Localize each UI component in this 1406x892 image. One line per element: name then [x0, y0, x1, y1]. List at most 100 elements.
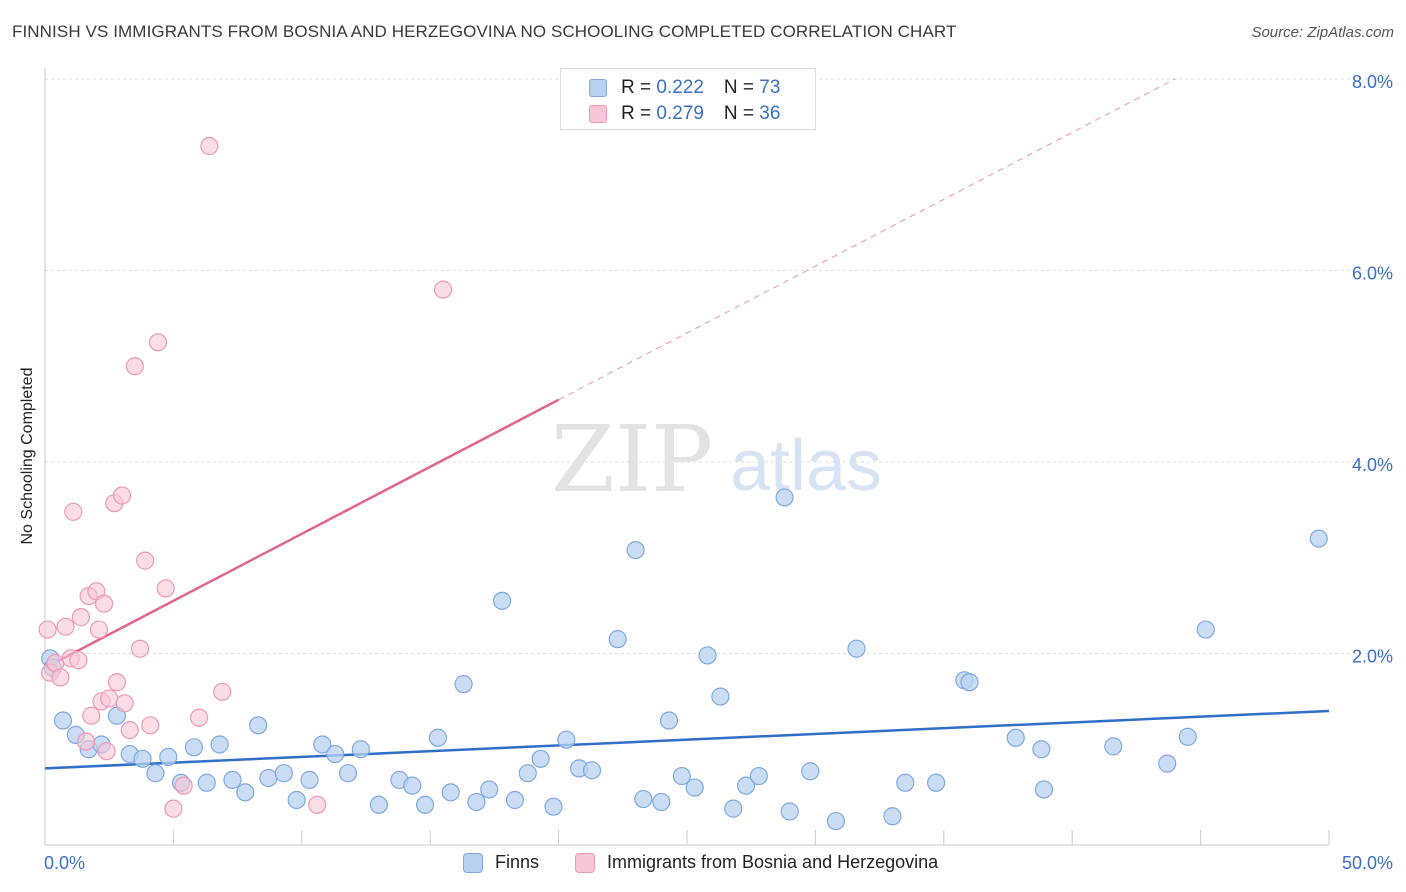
finns-trend-line [44, 709, 1330, 770]
finns-point [724, 799, 743, 818]
bosnia-legend-label: Immigrants from Bosnia and Herzegovina [607, 852, 939, 872]
n-value: 36 [759, 103, 781, 124]
finns-point [608, 630, 627, 649]
y-tick-label: 4.0% [1352, 455, 1393, 475]
finns-point [287, 790, 306, 810]
finns-point [505, 790, 525, 810]
r-value: 0.222 [656, 77, 704, 98]
finns-point [1196, 620, 1215, 639]
finns-point [259, 768, 278, 788]
bosnia-point [130, 639, 150, 658]
finns-point [493, 591, 512, 610]
finns-point [338, 764, 358, 783]
n-label: N = [723, 103, 760, 124]
finns-point [749, 766, 769, 786]
bosnia-swatch [589, 105, 607, 123]
finns-point [685, 778, 704, 797]
y-tick-label: 2.0% [1352, 647, 1393, 667]
finns-point [274, 764, 293, 783]
bosnia-point [120, 720, 139, 740]
bosnia-legend-swatch [575, 853, 595, 873]
finns-point [626, 540, 645, 560]
finns-point [736, 776, 756, 795]
finns-point [1178, 727, 1197, 746]
r-value: 0.279 [656, 103, 704, 124]
watermark-zip: ZIP [551, 406, 713, 513]
bosnia-point [174, 776, 193, 795]
finns-point [197, 773, 216, 792]
bosnia-point [200, 136, 219, 156]
finns-point [1158, 754, 1177, 773]
finns-point [557, 730, 576, 749]
finns-point [847, 639, 866, 658]
finns-point [454, 675, 473, 694]
bosnia-point [141, 716, 160, 735]
finns-point [369, 795, 388, 814]
tick-labels: 2.0% 4.0% 6.0% 8.0% 0.0% 50.0% [44, 72, 1393, 873]
bosnia-point [97, 742, 116, 761]
finns-point [1006, 728, 1025, 747]
bosnia-point [89, 620, 109, 639]
finns-point [826, 811, 846, 831]
gridlines [45, 78, 1392, 654]
finns-point [1032, 740, 1051, 759]
finns-point [652, 792, 671, 812]
bosnia-point [308, 795, 327, 814]
finns-point [775, 488, 794, 507]
finns-point [415, 795, 435, 814]
bosnia-point [115, 694, 134, 713]
watermark-atlas: atlas [730, 426, 882, 506]
bosnia-point [76, 732, 96, 751]
finns-point [780, 802, 799, 821]
bosnia-point [38, 620, 57, 639]
bosnia-trend-extension [558, 78, 1176, 401]
bosnia-point [82, 706, 101, 725]
y-tick-label: 6.0% [1352, 264, 1393, 284]
finns-point [711, 687, 730, 706]
finns-point [582, 761, 602, 780]
finns-point [883, 807, 902, 826]
bosnia-point [156, 579, 175, 598]
finns-swatch [589, 79, 607, 97]
finns-point [184, 738, 204, 757]
finns-point [926, 773, 946, 792]
finns-point [1034, 780, 1054, 799]
finns-point [441, 783, 460, 802]
finns-point [223, 770, 242, 789]
bosnia-point [213, 682, 232, 701]
finns-point [672, 766, 691, 786]
n-value: 73 [759, 77, 781, 98]
bosnia-point [56, 617, 75, 636]
bosnia-point [107, 673, 127, 692]
finns-point [659, 711, 679, 730]
finns-point [467, 792, 486, 812]
finns-point [159, 747, 178, 767]
finns-point [133, 749, 152, 768]
axes [44, 68, 1330, 846]
y-tick-label: 8.0% [1352, 72, 1393, 92]
finns-point [351, 740, 370, 759]
finns-point [531, 749, 550, 768]
bosnia-point [125, 357, 144, 376]
finns-point [403, 776, 422, 795]
data-points [38, 136, 1328, 831]
finns-point [428, 728, 448, 747]
bosnia-trend-line [44, 398, 560, 669]
bosnia-point [51, 668, 70, 687]
finns-point [146, 764, 165, 783]
bosnia-point [136, 551, 155, 570]
finns-point [518, 764, 537, 783]
chart-title: FINNISH VS IMMIGRANTS FROM BOSNIA AND HE… [12, 22, 957, 41]
finns-point [480, 780, 499, 799]
finns-point [210, 735, 229, 754]
finns-point [698, 646, 717, 665]
finns-point [801, 762, 820, 781]
stats-legend: R = 0.222 N = 73 R = 0.279 N = 36 [560, 68, 816, 130]
r-label: R = [621, 77, 657, 98]
x-tick-label: 50.0% [1342, 853, 1393, 873]
finns-point [249, 716, 268, 735]
bosnia-point [71, 608, 91, 627]
source-label: Source: ZipAtlas.com [1251, 24, 1394, 41]
bosnia-point [148, 333, 168, 352]
